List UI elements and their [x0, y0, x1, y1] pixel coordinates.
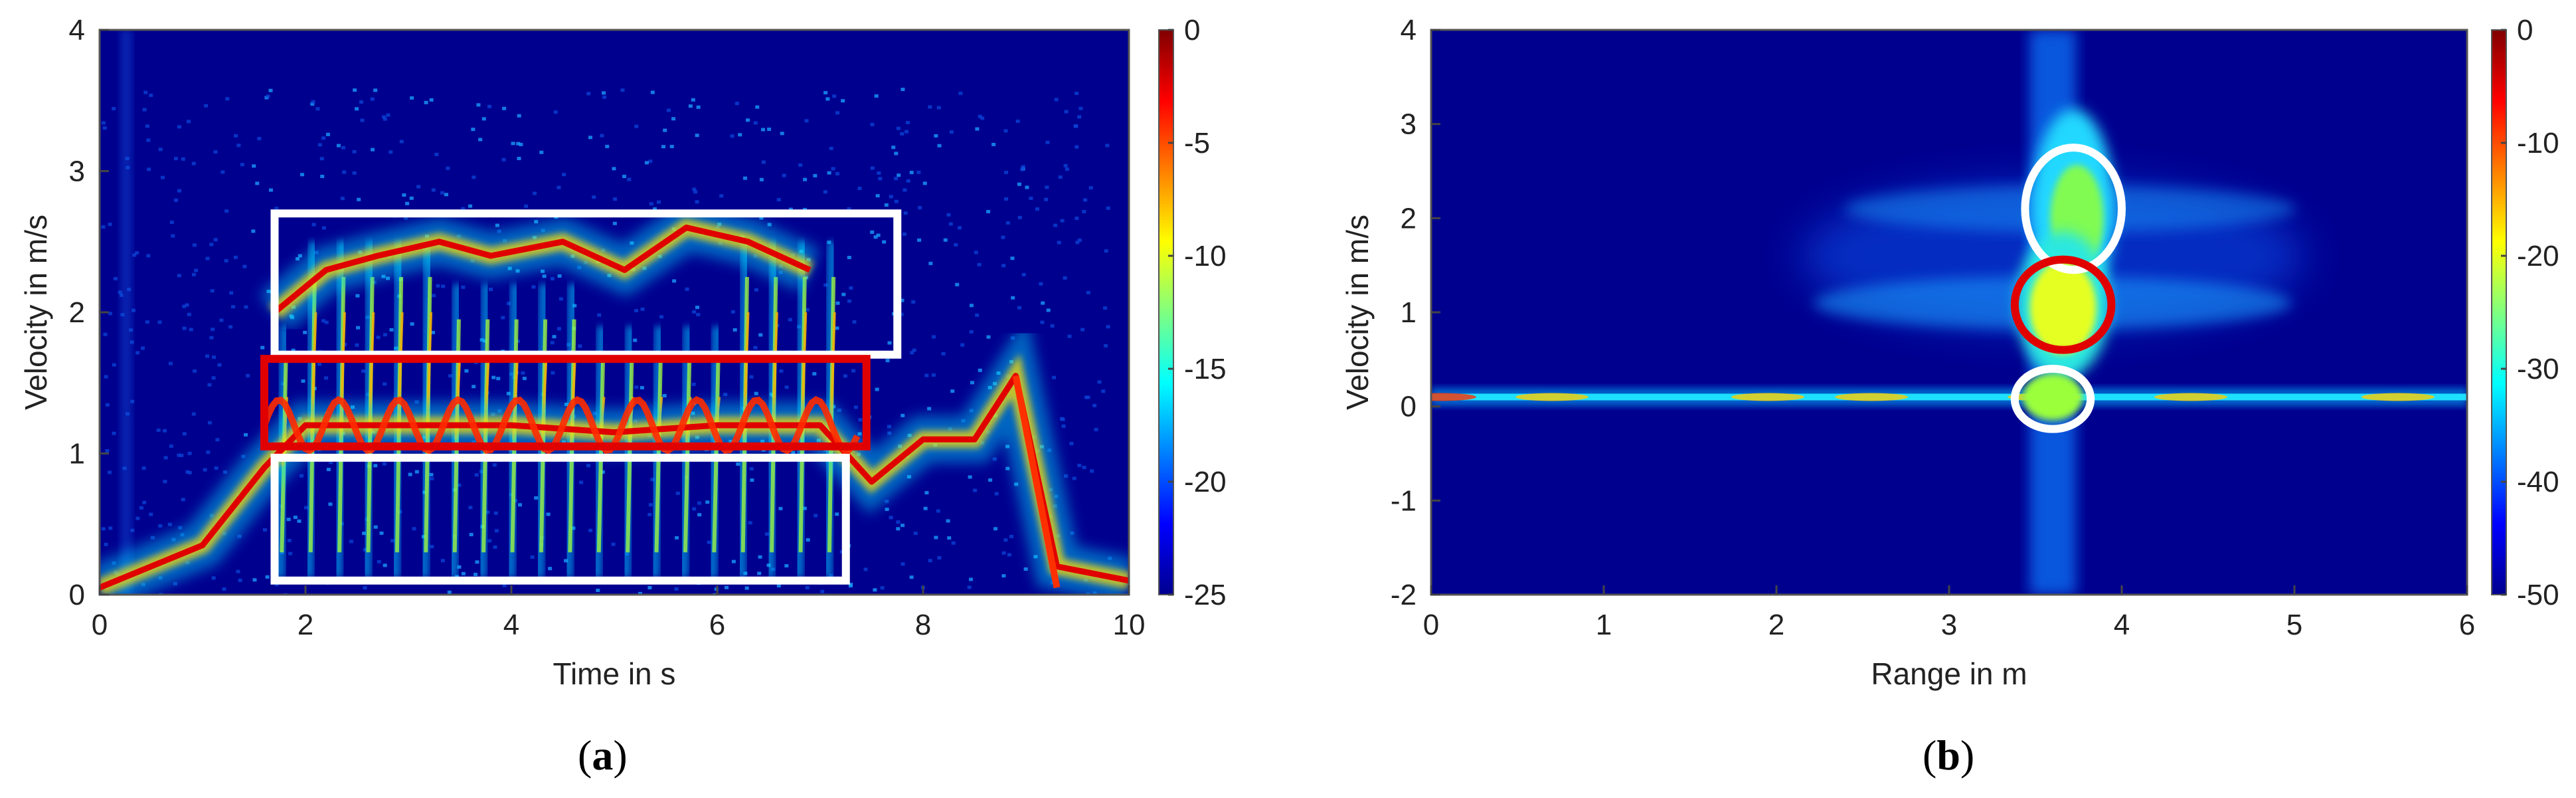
panel-a-xtick-label: 2 — [298, 609, 313, 641]
panel-a-ytick-label: 1 — [69, 438, 85, 470]
panel-a-colorbar-label: -25 — [1184, 579, 1227, 611]
panel-a-colorbar-label: 0 — [1184, 14, 1200, 47]
panel-b-static-hotspot — [1835, 393, 1908, 401]
panel-a-ylabel: Velocity in m/s — [19, 215, 53, 410]
panel-b-ytick-label: 2 — [1401, 202, 1417, 235]
panel-a-annotation-box-2 — [270, 453, 850, 585]
panel-b-static-hotspot — [1431, 393, 1476, 401]
panel-b-xtick-label: 2 — [1768, 609, 1784, 641]
caption-a-label: a — [592, 732, 614, 779]
panel-b-xlabel: Range in m — [1871, 656, 2027, 691]
panel-b-static-hotspot — [1515, 393, 1589, 401]
panel-a-colorbar-label: -15 — [1184, 353, 1227, 385]
panel-b-colorbar-label: -20 — [2517, 240, 2559, 272]
panel-a-xlabel: Time in s — [553, 656, 676, 691]
panel-b-colorbar-label: 0 — [2517, 14, 2533, 47]
panel-b-colorbar-label: -40 — [2517, 466, 2559, 498]
panel-b-blob-mid-inner — [2029, 260, 2097, 354]
panel-a-ytick-label: 4 — [69, 14, 85, 47]
panel-b-static-line — [1431, 393, 2467, 401]
panel-b-ytick-label: -1 — [1391, 484, 1417, 517]
panel-a-ytick-label: 3 — [69, 155, 85, 188]
panel-b-static-hotspot — [2361, 393, 2435, 401]
caption-b-label: b — [1936, 732, 1960, 779]
panel-b-colorbar-label: -10 — [2517, 127, 2559, 159]
panel-a-colorbar-label: -10 — [1184, 240, 1227, 272]
panel-a-xtick-label: 6 — [709, 609, 725, 641]
panel-b-annotation-ellipse-2 — [2010, 365, 2095, 433]
panel-b-colorbar-label: -50 — [2517, 579, 2559, 611]
panel-a-ridge-core-1 — [272, 225, 812, 315]
panel-a-colorbar-label: -5 — [1184, 127, 1210, 159]
panel-b-colorbar — [2491, 29, 2507, 595]
panel-b-xtick-label: 4 — [2114, 609, 2130, 641]
panel-a-annotation-box-0 — [270, 209, 902, 359]
panel-b-ytick-label: 1 — [1401, 296, 1417, 329]
panel-a-falling-edge — [1012, 375, 1061, 589]
panel-b-annotation-ellipse-0 — [2021, 144, 2126, 274]
panel-b-xtick-label: 5 — [2286, 609, 2302, 641]
panel-b-ytick-label: 3 — [1401, 108, 1417, 141]
panel-a-annotation-box-1 — [260, 355, 871, 450]
panel-b-xtick-label: 6 — [2459, 609, 2475, 641]
panel-b-static-hotspot — [2154, 393, 2227, 401]
panel-a-xtick-label: 4 — [503, 609, 519, 641]
panel-b-xtick-label: 0 — [1423, 609, 1439, 641]
panel-a-ridge-core-0 — [100, 373, 1129, 591]
panel-a-ytick-label: 2 — [69, 296, 85, 329]
panel-a-colorbar — [1158, 29, 1174, 595]
panel-b-ytick-label: 4 — [1401, 14, 1417, 47]
panel-b-xtick-label: 3 — [1941, 609, 1957, 641]
panel-b-ytick-label: 0 — [1401, 391, 1417, 423]
panel-b-annotation-ellipse-1 — [2010, 255, 2116, 354]
panel-b-xtick-label: 1 — [1596, 609, 1612, 641]
panel-a-xtick-label: 0 — [92, 609, 108, 641]
panel-b-ylabel: Velocity in m/s — [1340, 215, 1375, 410]
panel-a-streak — [120, 30, 132, 595]
panel-b-ytick-label: -2 — [1391, 579, 1417, 611]
panel-a: 0 2 4 6 8 10 0 1 2 3 4 Time in s Velocity in m/s 0 -5 -… — [19, 14, 1227, 691]
panel-a-heatmap-content — [100, 30, 1129, 595]
panel-a-ytick-label: 0 — [69, 579, 85, 611]
caption-a: (a) — [578, 732, 628, 779]
panel-b-static-hotspot — [1731, 393, 1804, 401]
panel-a-xtick-label: 8 — [915, 609, 931, 641]
panel-a-xtick-label: 10 — [1113, 609, 1146, 641]
caption-b: (b) — [1923, 732, 1975, 779]
panel-b-colorbar-label: -30 — [2517, 353, 2559, 385]
panel-b-blob-low — [2023, 373, 2083, 421]
panel-a-colorbar-label: -20 — [1184, 466, 1227, 498]
